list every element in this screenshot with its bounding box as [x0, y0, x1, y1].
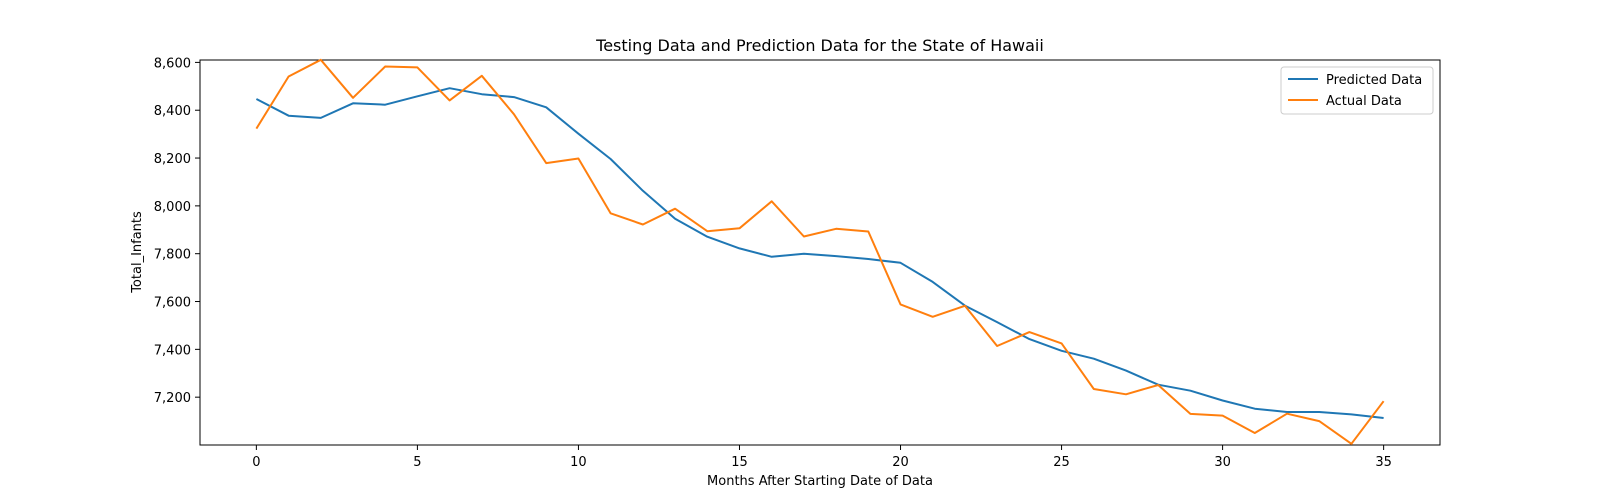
legend-box: [1280, 66, 1434, 115]
y-tick-label: 7,400: [154, 343, 191, 358]
y-tick-label: 8,400: [154, 104, 191, 119]
x-tick-label: 35: [1375, 455, 1392, 470]
x-tick-label: 25: [1053, 455, 1070, 470]
x-tick-label: 30: [1214, 455, 1231, 470]
legend-label-predicted: Predicted Data: [1326, 73, 1422, 88]
legend: Predicted Data Actual Data: [1280, 66, 1434, 115]
series-lines: [255, 58, 1385, 445]
y-tick-label: 7,800: [154, 248, 191, 263]
y-tick-label: 8,000: [154, 200, 191, 215]
y-tick-label: 7,200: [154, 391, 191, 406]
y-tick-label: 7,600: [154, 296, 191, 311]
x-tick-label: 10: [570, 455, 587, 470]
y-tick-label: 8,200: [154, 152, 191, 167]
plot-area: [199, 59, 1441, 446]
y-tick-label: 8,600: [154, 56, 191, 71]
y-axis-ticks: 7,200 7,400 7,600 7,800 8,000 8,200 8,400 8,600: [154, 56, 200, 406]
x-tick-label: 0: [252, 455, 260, 470]
chart-title: Testing Data and Prediction Data for the…: [595, 36, 1044, 55]
legend-label-actual: Actual Data: [1326, 94, 1402, 109]
series-line-actual-data: [255, 58, 1385, 445]
x-tick-label: 5: [413, 455, 421, 470]
x-tick-label: 15: [731, 455, 748, 470]
series-line-predicted-data: [255, 87, 1384, 419]
x-tick-label: 20: [892, 455, 909, 470]
x-axis-label: Months After Starting Date of Data: [707, 474, 933, 489]
x-axis-ticks: 0 5 10 15 20 25 30 35: [252, 445, 1392, 470]
y-axis-label: Total_Infants: [130, 211, 145, 294]
